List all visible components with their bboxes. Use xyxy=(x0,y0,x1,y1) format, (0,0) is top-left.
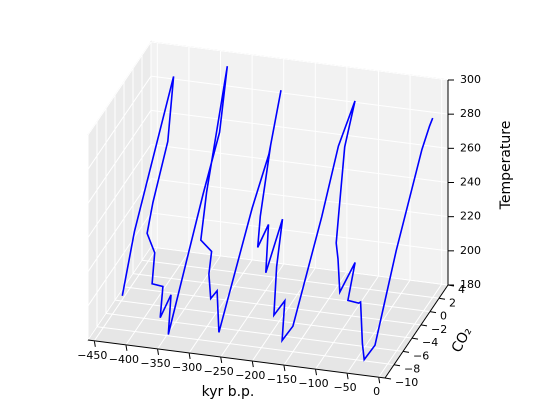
x-tick-label: 0 xyxy=(373,385,380,398)
x-tick-label: −400 xyxy=(109,353,139,366)
tick-mark xyxy=(314,369,317,376)
grid-line xyxy=(315,275,379,370)
tick-mark xyxy=(251,360,254,368)
tick-mark xyxy=(188,352,191,360)
grid-line xyxy=(87,75,152,170)
z-tick-label: 200 xyxy=(460,244,481,257)
grid-line xyxy=(150,41,449,81)
axis-line xyxy=(87,339,386,379)
data-line xyxy=(121,66,434,362)
grid-line xyxy=(141,259,440,299)
tick-mark xyxy=(93,340,96,347)
grid-line xyxy=(150,246,449,286)
z-tick-label: 300 xyxy=(460,73,481,86)
grid-line xyxy=(87,110,152,204)
grid-line xyxy=(87,178,152,272)
y-tick-label: −4 xyxy=(422,336,438,349)
x-tick-label: −300 xyxy=(172,361,202,374)
tick-mark xyxy=(283,364,286,372)
grid-line xyxy=(188,259,253,354)
x-tick-label: −150 xyxy=(267,373,297,386)
grid-line xyxy=(150,75,449,115)
grid-line xyxy=(87,41,152,136)
y-tick-label: −2 xyxy=(431,323,447,336)
z-tick-label: 280 xyxy=(460,107,481,120)
grid-line xyxy=(283,271,348,366)
x-tick-label: −100 xyxy=(298,377,328,390)
grid-line xyxy=(123,286,422,326)
x-tick-label: −450 xyxy=(77,349,107,362)
x-tick-label: −50 xyxy=(333,381,356,394)
tick-mark xyxy=(411,337,419,340)
tick-mark xyxy=(393,364,401,367)
y-tick-label: −8 xyxy=(404,363,420,376)
x-tick-label: −200 xyxy=(235,369,265,382)
tick-mark xyxy=(125,344,128,351)
tick-mark xyxy=(378,377,381,384)
grid-line xyxy=(87,212,152,307)
y-tick-label: 0 xyxy=(440,310,447,323)
grid-line xyxy=(105,312,404,352)
z-tick-label: 220 xyxy=(460,210,481,223)
tick-mark xyxy=(220,356,223,364)
z-tick-label: 240 xyxy=(460,176,481,189)
x-tick-label: −250 xyxy=(204,365,234,378)
z-axis-label: Temperature xyxy=(498,121,514,211)
grid-line xyxy=(125,251,190,346)
z-tick-label: 260 xyxy=(460,141,481,154)
grid-line xyxy=(150,144,449,183)
grid-line xyxy=(93,247,158,342)
y-tick-label: −6 xyxy=(413,349,429,362)
grid-line xyxy=(378,283,443,378)
grid-line xyxy=(150,178,449,218)
z-tick-label: 180 xyxy=(460,278,481,291)
grid-line xyxy=(150,109,449,149)
x-tick-label: −350 xyxy=(140,357,170,370)
axis-line xyxy=(384,284,449,379)
y-tick-label: 4 xyxy=(458,283,465,296)
y-tick-label: 2 xyxy=(449,296,456,309)
tick-mark xyxy=(346,373,349,380)
x-axis-label: kyr b.p. xyxy=(202,384,255,400)
y-axis-label: CO₂ xyxy=(449,325,476,356)
grid-line xyxy=(96,326,395,366)
tick-mark xyxy=(402,350,410,353)
tick-mark xyxy=(157,348,160,355)
tick-mark xyxy=(420,324,428,327)
tick-mark xyxy=(438,297,446,300)
tick-mark xyxy=(384,377,392,380)
grid-line xyxy=(87,144,152,238)
grid-line xyxy=(220,263,285,358)
tick-mark xyxy=(429,311,437,314)
grid-line xyxy=(87,246,152,341)
y-tick-label: −10 xyxy=(395,376,418,389)
